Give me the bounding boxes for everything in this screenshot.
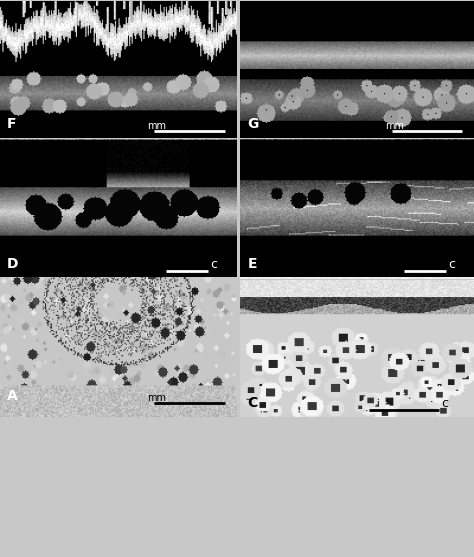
Text: B: B <box>247 258 258 272</box>
Text: mm: mm <box>385 121 404 131</box>
Text: mm: mm <box>146 393 165 403</box>
Text: E: E <box>247 257 257 271</box>
Text: c: c <box>210 257 218 271</box>
Text: C: C <box>247 396 257 410</box>
Text: c: c <box>448 257 456 271</box>
Text: A: A <box>7 389 18 403</box>
Text: F: F <box>7 118 17 131</box>
Text: mm: mm <box>146 121 165 131</box>
Text: c: c <box>441 397 448 410</box>
Text: D: D <box>7 257 18 271</box>
Text: c: c <box>441 259 448 272</box>
Text: G: G <box>247 118 259 131</box>
